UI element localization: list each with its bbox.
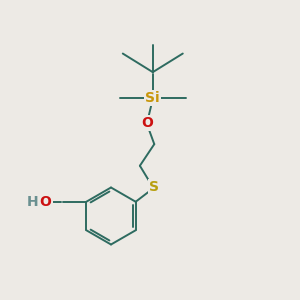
Text: S: S bbox=[149, 180, 159, 194]
Text: H: H bbox=[27, 195, 39, 209]
Text: O: O bbox=[141, 116, 153, 130]
Text: O: O bbox=[40, 195, 52, 209]
Text: Si: Si bbox=[146, 91, 160, 105]
